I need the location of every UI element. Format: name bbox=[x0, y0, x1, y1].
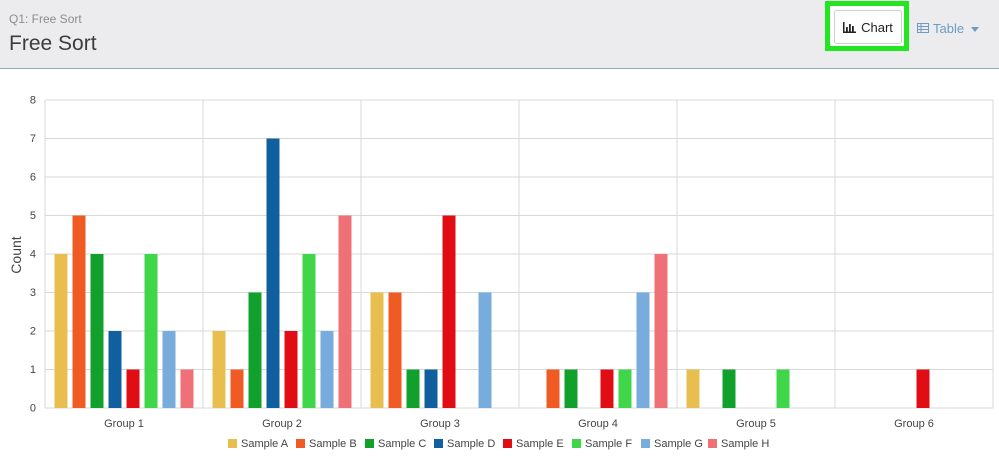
bar-sample-e bbox=[126, 369, 140, 408]
x-tick-label: Group 6 bbox=[894, 418, 934, 430]
bar-sample-d bbox=[108, 331, 122, 408]
x-tick-label: Group 1 bbox=[104, 418, 144, 430]
bar-sample-f bbox=[618, 369, 632, 408]
bar-sample-c bbox=[90, 254, 104, 408]
bar-sample-g bbox=[478, 292, 492, 408]
bar-sample-h bbox=[180, 369, 194, 408]
legend-label: Sample H bbox=[721, 438, 769, 450]
bar-sample-f bbox=[776, 369, 790, 408]
table-button-label: Table bbox=[933, 20, 965, 36]
y-tick-label: 2 bbox=[30, 326, 36, 338]
chart-button-highlight: Chart bbox=[825, 1, 909, 51]
bar-sample-g bbox=[320, 331, 334, 408]
bar-sample-d bbox=[266, 138, 280, 408]
y-tick-label: 6 bbox=[30, 172, 36, 184]
bar-sample-g bbox=[162, 331, 176, 408]
bar-sample-c bbox=[722, 369, 736, 408]
bar-sample-a bbox=[686, 369, 700, 408]
legend-label: Sample G bbox=[654, 438, 703, 450]
y-tick-label: 3 bbox=[30, 287, 36, 299]
y-tick-label: 7 bbox=[30, 133, 36, 145]
bar-sample-c bbox=[248, 292, 262, 408]
bar-sample-c bbox=[564, 369, 578, 408]
legend-swatch bbox=[572, 439, 581, 448]
y-tick-label: 4 bbox=[30, 249, 36, 261]
legend-label: Sample E bbox=[516, 438, 564, 450]
bar-sample-a bbox=[54, 254, 68, 408]
y-tick-label: 1 bbox=[30, 364, 36, 376]
y-axis-label: Count bbox=[8, 236, 24, 273]
page-header: Q1: Free Sort Free Sort Chart Table bbox=[0, 0, 999, 69]
legend-label: Sample D bbox=[447, 438, 495, 450]
bar-sample-h bbox=[338, 215, 352, 408]
table-icon bbox=[917, 23, 929, 33]
bar-sample-b bbox=[546, 369, 560, 408]
bar-sample-h bbox=[654, 254, 668, 408]
chevron-down-icon bbox=[971, 26, 980, 32]
bar-chart-icon bbox=[843, 21, 857, 33]
legend-label: Sample B bbox=[309, 438, 357, 450]
bar-sample-f bbox=[144, 254, 158, 408]
legend-swatch bbox=[434, 439, 443, 448]
page-title: Free Sort bbox=[9, 32, 97, 55]
legend-label: Sample C bbox=[378, 438, 426, 450]
bar-sample-a bbox=[370, 292, 384, 408]
bar-sample-f bbox=[302, 254, 316, 408]
bar-sample-g bbox=[636, 292, 650, 408]
bar-sample-b bbox=[230, 369, 244, 408]
bar-sample-b bbox=[72, 215, 86, 408]
bar-sample-e bbox=[916, 369, 930, 408]
x-tick-label: Group 2 bbox=[262, 418, 302, 430]
legend-swatch bbox=[365, 439, 374, 448]
x-tick-label: Group 3 bbox=[420, 418, 460, 430]
legend-swatch bbox=[296, 439, 305, 448]
x-tick-label: Group 4 bbox=[578, 418, 618, 430]
x-tick-label: Group 5 bbox=[736, 418, 776, 430]
legend-swatch bbox=[708, 439, 717, 448]
legend-label: Sample F bbox=[585, 438, 632, 450]
table-button[interactable]: Table bbox=[917, 19, 980, 37]
chart-button[interactable]: Chart bbox=[834, 10, 902, 44]
y-tick-label: 0 bbox=[30, 403, 36, 415]
y-tick-label: 8 bbox=[30, 95, 36, 107]
bar-sample-c bbox=[406, 369, 420, 408]
bar-sample-d bbox=[424, 369, 438, 408]
bar-sample-a bbox=[212, 331, 226, 408]
bar-sample-b bbox=[388, 292, 402, 408]
bar-sample-e bbox=[284, 331, 298, 408]
bar-sample-e bbox=[442, 215, 456, 408]
bar-sample-e bbox=[600, 369, 614, 408]
legend-swatch bbox=[503, 439, 512, 448]
y-tick-label: 5 bbox=[30, 210, 36, 222]
chart-button-label: Chart bbox=[861, 19, 893, 35]
question-label: Q1: Free Sort bbox=[9, 12, 82, 26]
legend-swatch bbox=[641, 439, 650, 448]
legend-label: Sample A bbox=[241, 438, 289, 450]
legend-swatch bbox=[228, 439, 237, 448]
